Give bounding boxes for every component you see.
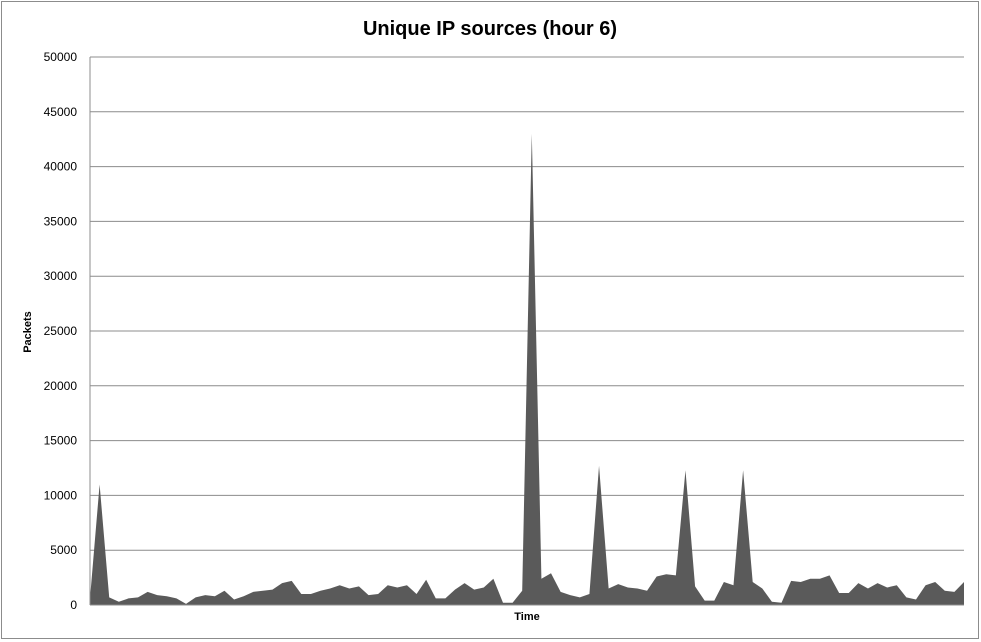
gridlines xyxy=(90,56,964,551)
area-series-fill xyxy=(90,133,964,605)
y-tick-label: 30000 xyxy=(44,269,78,283)
y-tick-label: 5000 xyxy=(50,543,77,557)
x-axis-label: Time xyxy=(514,611,539,623)
y-tick-label: 25000 xyxy=(44,324,78,338)
y-tick-label: 0 xyxy=(70,598,77,612)
chart-title: Unique IP sources (hour 6) xyxy=(363,18,617,40)
y-tick-label: 15000 xyxy=(44,434,78,448)
y-tick-labels: 0 5000 10000 15000 20000 25000 30000 35000 40000… xyxy=(44,50,78,612)
y-tick-label: 50000 xyxy=(44,50,78,64)
y-tick-label: 45000 xyxy=(44,105,78,119)
area-series xyxy=(90,133,964,605)
y-tick-label: 20000 xyxy=(44,379,78,393)
y-axis-label: Packets xyxy=(22,311,34,353)
y-tick-label: 35000 xyxy=(44,214,78,228)
y-tick-label: 40000 xyxy=(44,160,78,174)
y-tick-label: 10000 xyxy=(44,488,78,502)
